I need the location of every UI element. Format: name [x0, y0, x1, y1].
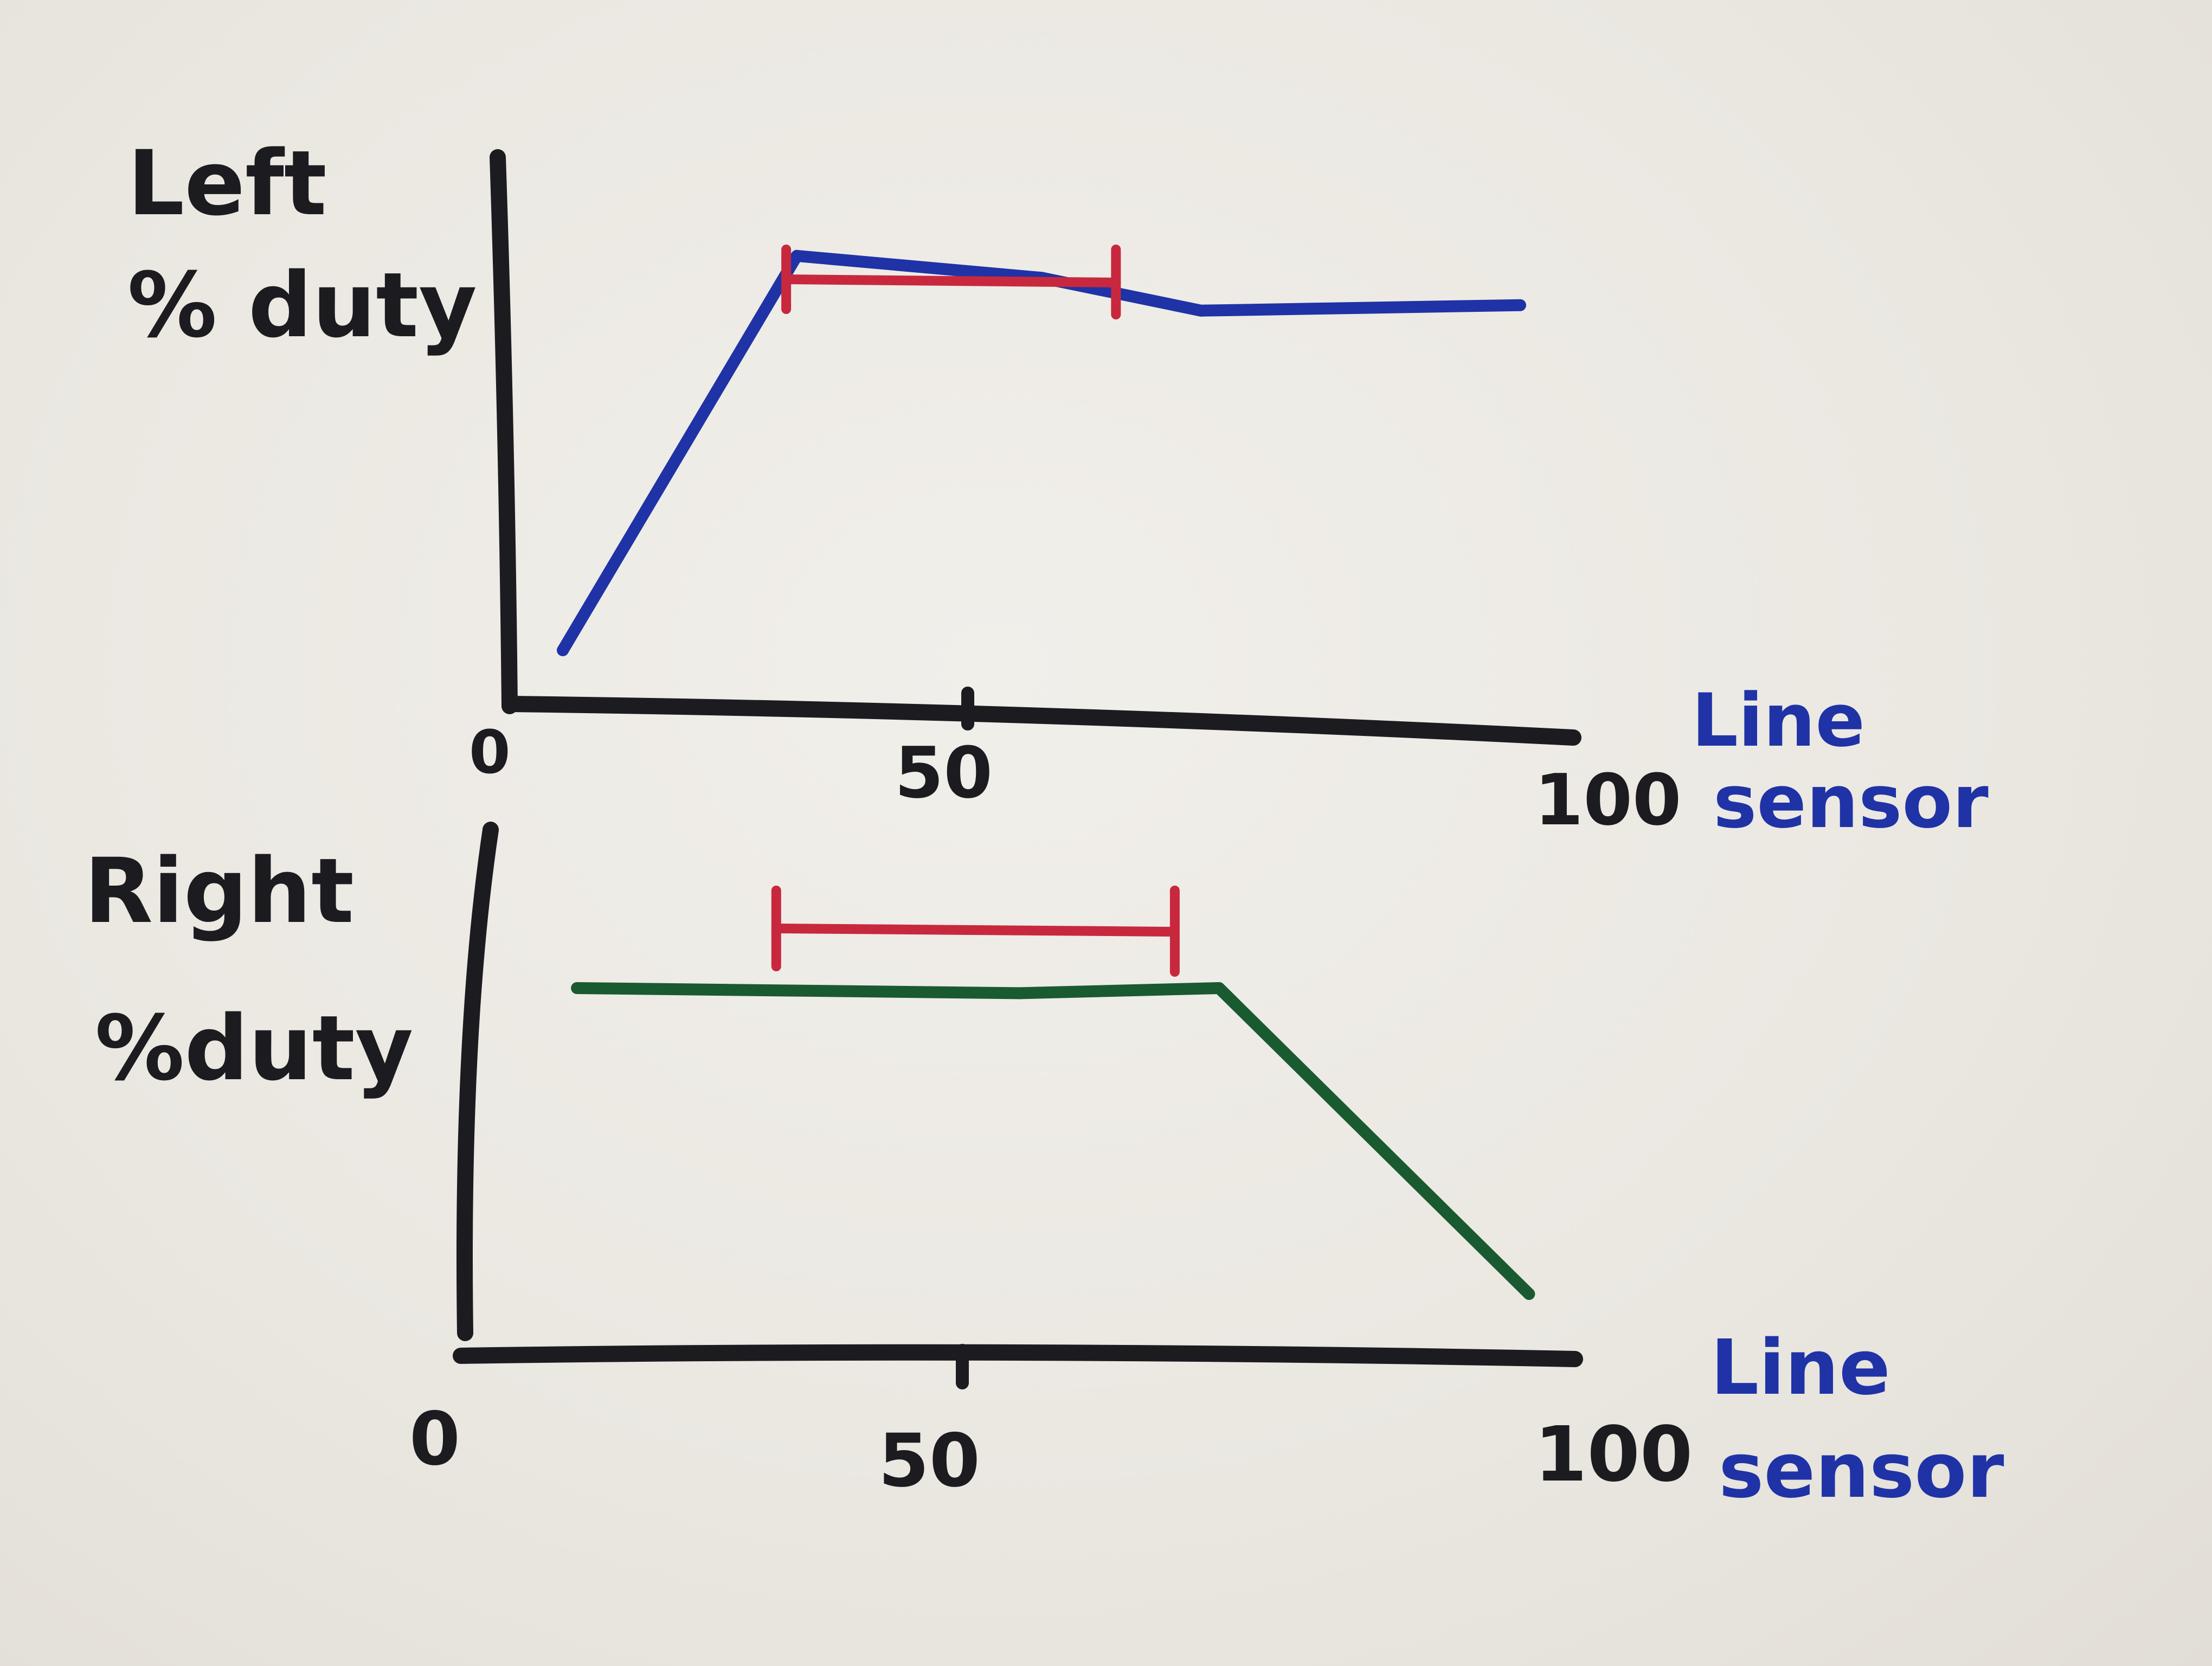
left-x-tick-label-100: 100 — [1534, 759, 1681, 841]
right-x-tick-label-100: 100 — [1534, 1411, 1693, 1499]
right-duty-chart: Right %duty 0 50 100 Line sensor — [84, 822, 2004, 1515]
right-duty-series-point — [1523, 1288, 1535, 1300]
left-x-tick-label-0: 0 — [469, 717, 511, 787]
left-duty-series-point — [557, 644, 569, 656]
left-y-axis — [490, 149, 518, 714]
left-chart-marks — [557, 245, 1526, 656]
right-ylabel-line2: %duty — [95, 996, 413, 1100]
right-duty-series-point — [1014, 987, 1026, 999]
left-x-axis — [501, 696, 1581, 746]
right-xlabel-line2: sensor — [1719, 1427, 2004, 1515]
right-x-tick-label-0: 0 — [409, 1396, 460, 1482]
left-duty-series-line — [557, 249, 1526, 656]
right-duty-series-point — [1213, 982, 1225, 994]
left-xlabel-line2: sensor — [1713, 759, 1989, 844]
left-duty-series-point — [790, 249, 803, 262]
right-ylabel-line1: Right — [84, 839, 354, 943]
right-y-axis — [456, 822, 499, 1341]
right-chart-marks — [571, 886, 1535, 1300]
left-duty-series-point — [1514, 299, 1526, 311]
right-duty-series-point — [571, 982, 583, 994]
right-xlabel-line1: Line — [1711, 1324, 1891, 1412]
right-range-marker-bar — [771, 924, 1180, 937]
left-ylabel-line1: Left — [127, 131, 327, 235]
left-xlabel-line1: Line — [1692, 678, 1865, 763]
left-duty-chart: Left % duty 0 50 100 Line sensor — [127, 131, 1989, 844]
left-duty-series-point — [1195, 304, 1207, 317]
right-x-tick-label-50: 50 — [878, 1418, 980, 1503]
right-duty-series-line — [571, 982, 1535, 1300]
right-x-axis — [453, 1344, 1583, 1367]
left-ylabel-line2: % duty — [127, 253, 477, 357]
left-x-tick-label-50: 50 — [895, 732, 993, 814]
left-range-marker-bar — [781, 274, 1121, 287]
